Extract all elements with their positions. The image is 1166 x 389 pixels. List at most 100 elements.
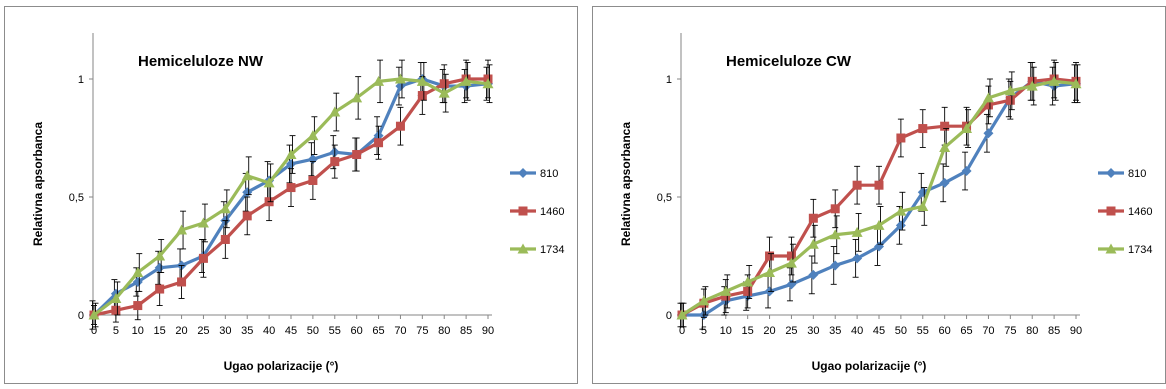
data-point-1460 bbox=[417, 91, 427, 101]
data-point-1460 bbox=[439, 79, 449, 89]
data-point-1734 bbox=[742, 276, 754, 287]
data-point-1734 bbox=[1004, 85, 1016, 96]
data-point-810 bbox=[917, 187, 928, 198]
data-point-810 bbox=[983, 128, 994, 139]
data-point-1734 bbox=[785, 257, 797, 268]
data-point-810 bbox=[852, 253, 863, 264]
legend-marker-1460 bbox=[1106, 206, 1116, 216]
data-point-1734 bbox=[460, 75, 472, 86]
data-point-1460 bbox=[155, 284, 165, 294]
data-point-1460 bbox=[983, 100, 993, 110]
legend-marker-1734 bbox=[517, 243, 529, 254]
x-tick-label: 5 bbox=[701, 325, 707, 337]
series-1460 bbox=[89, 59, 493, 325]
data-point-1734 bbox=[219, 203, 231, 214]
chart-title: Hemiceluloze NW bbox=[138, 53, 264, 70]
data-point-1734 bbox=[197, 217, 209, 228]
x-tick-label: 80 bbox=[1026, 325, 1038, 337]
data-point-1734 bbox=[939, 141, 951, 152]
legend-label-810: 810 bbox=[540, 168, 558, 180]
data-point-810 bbox=[939, 177, 950, 188]
y-tick-label: 0 bbox=[78, 310, 84, 322]
data-point-1460 bbox=[198, 253, 208, 263]
data-point-1734 bbox=[1070, 78, 1082, 89]
data-point-1460 bbox=[830, 204, 840, 214]
data-point-1460 bbox=[808, 213, 818, 223]
y-axis-title: Relativna apsorbanca bbox=[619, 122, 633, 246]
chart-panel-cw: 0 0,5 1 0 5 10 15 20 25 30 35 40 45 50 55 60 65 70 75 80 85 9… bbox=[592, 6, 1166, 384]
data-point-1734 bbox=[263, 177, 275, 188]
legend-label-810: 810 bbox=[1128, 168, 1146, 180]
data-point-810 bbox=[808, 269, 819, 280]
x-tick-label: 15 bbox=[742, 325, 754, 337]
data-point-1460 bbox=[940, 121, 950, 131]
x-tick-label: 85 bbox=[460, 325, 472, 337]
legend-marker-810 bbox=[518, 168, 528, 178]
x-tick-label: 10 bbox=[720, 325, 732, 337]
data-point-1734 bbox=[764, 267, 776, 278]
data-point-1734 bbox=[698, 295, 710, 306]
x-tick-label: 30 bbox=[807, 325, 819, 337]
data-point-1734 bbox=[807, 238, 819, 249]
data-point-1734 bbox=[1048, 75, 1060, 86]
data-point-1460 bbox=[286, 183, 296, 193]
x-tick-label: 85 bbox=[1048, 325, 1060, 337]
data-point-1460 bbox=[395, 121, 405, 131]
data-point-1734 bbox=[351, 92, 363, 103]
x-tick-label: 90 bbox=[1070, 325, 1082, 337]
data-point-1734 bbox=[416, 75, 428, 86]
data-point-1734 bbox=[873, 219, 885, 230]
data-point-1734 bbox=[329, 106, 341, 117]
data-point-810 bbox=[895, 220, 906, 231]
x-tick-label: 70 bbox=[394, 325, 406, 337]
data-point-1734 bbox=[373, 75, 385, 86]
y-tick-label: 0,5 bbox=[69, 192, 84, 204]
data-point-1460 bbox=[786, 251, 796, 261]
x-tick-label: 80 bbox=[438, 325, 450, 337]
x-tick-label: 70 bbox=[982, 325, 994, 337]
data-point-810 bbox=[395, 81, 406, 92]
data-point-1460 bbox=[765, 251, 775, 261]
x-tick-label: 20 bbox=[175, 325, 187, 337]
series-1734 bbox=[88, 59, 494, 328]
data-point-1460 bbox=[852, 180, 862, 190]
x-tick-label: 40 bbox=[851, 325, 863, 337]
x-tick-label: 55 bbox=[917, 325, 929, 337]
y-tick-label: 1 bbox=[78, 74, 84, 86]
legend-label-1734: 1734 bbox=[1128, 244, 1152, 256]
data-point-1734 bbox=[917, 200, 929, 211]
chart-nw: 00,510 5 10 15 20 25 30 35 40 45 50 55 60 65 70 75 80 85 9… bbox=[31, 33, 564, 373]
y-tick-label: 0 bbox=[666, 310, 672, 322]
data-point-1734 bbox=[285, 149, 297, 160]
legend-label-1460: 1460 bbox=[540, 206, 564, 218]
legend-marker-1460 bbox=[518, 206, 528, 216]
legend-label-1734: 1734 bbox=[540, 244, 564, 256]
legend-marker-810 bbox=[1106, 168, 1116, 178]
x-tick-label: 75 bbox=[416, 325, 428, 337]
x-tick-label: 20 bbox=[763, 325, 775, 337]
data-point-1734 bbox=[176, 224, 188, 235]
data-point-1460 bbox=[242, 211, 252, 221]
data-point-810 bbox=[961, 166, 972, 177]
y-axis-title: Relativna apsorbanca bbox=[31, 122, 45, 246]
data-point-1734 bbox=[851, 226, 863, 237]
x-tick-label: 45 bbox=[873, 325, 885, 337]
data-point-1460 bbox=[177, 277, 187, 287]
x-tick-label: 50 bbox=[307, 325, 319, 337]
x-tick-label: 5 bbox=[113, 325, 119, 337]
data-point-1734 bbox=[394, 73, 406, 84]
data-point-810 bbox=[286, 158, 296, 169]
data-point-1734 bbox=[676, 309, 688, 320]
data-point-810 bbox=[830, 260, 841, 271]
data-point-810 bbox=[132, 276, 143, 287]
data-point-1734 bbox=[720, 285, 732, 296]
legend-label-1460: 1460 bbox=[1128, 206, 1152, 218]
data-point-1460 bbox=[374, 138, 384, 148]
data-point-1460 bbox=[330, 157, 340, 167]
data-point-1734 bbox=[1026, 80, 1038, 91]
x-tick-label: 65 bbox=[960, 325, 972, 337]
x-axis-title: Ugao polarizacije (°) bbox=[224, 359, 339, 373]
data-point-1734 bbox=[829, 229, 841, 240]
legend-marker-1734 bbox=[1105, 243, 1117, 254]
data-point-1460 bbox=[896, 133, 906, 143]
